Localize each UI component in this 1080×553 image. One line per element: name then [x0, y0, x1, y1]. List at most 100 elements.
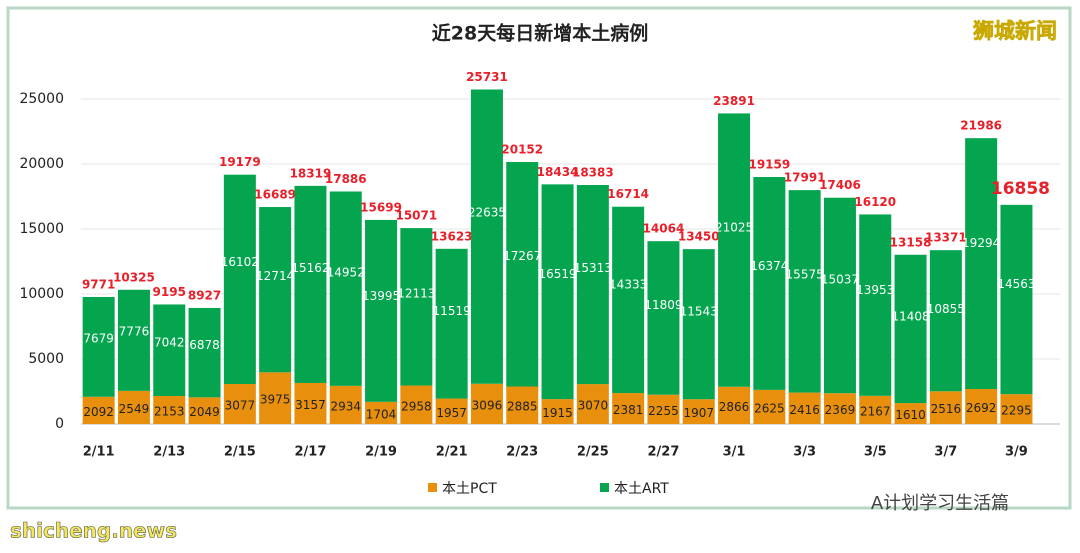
x-tick-label: 2/19 — [365, 445, 397, 460]
legend-swatch — [428, 483, 437, 492]
segment-label: 10855 — [927, 302, 965, 316]
x-tick-label: 2/11 — [83, 445, 115, 460]
bar-segment — [1000, 394, 1033, 424]
segment-label: 16374 — [750, 259, 788, 273]
total-label: 16858 — [991, 179, 1050, 199]
segment-label: 1704 — [366, 407, 397, 421]
total-label: 15071 — [395, 209, 437, 223]
bar-segment — [541, 184, 574, 400]
segment-label: 22635 — [468, 206, 506, 220]
bar-segment — [929, 250, 962, 392]
x-tick-label: 3/9 — [1005, 445, 1028, 460]
bar-segment — [894, 403, 927, 424]
bar-segment — [506, 386, 539, 424]
total-label: 18434 — [537, 165, 579, 179]
segment-label: 2934 — [330, 399, 361, 413]
segment-label: 2416 — [789, 403, 820, 417]
segment-label: 2381 — [613, 403, 644, 417]
x-tick-label: 3/1 — [723, 445, 746, 460]
segment-label: 13995 — [362, 289, 400, 303]
segment-label: 15162 — [291, 261, 329, 275]
segment-label: 2153 — [154, 405, 185, 419]
segment-label: 21025 — [715, 221, 753, 235]
bar-segment — [541, 399, 574, 424]
segment-label: 3096 — [472, 398, 503, 412]
bar-segment — [788, 392, 821, 424]
segment-label: 2167 — [860, 404, 891, 418]
x-tick-label: 2/13 — [153, 445, 185, 460]
legend-label: 本土ART — [614, 481, 669, 497]
total-label: 17991 — [784, 171, 826, 185]
total-label: 25731 — [466, 70, 508, 84]
segment-label: 13953 — [856, 283, 894, 297]
bar-segment — [365, 219, 398, 402]
total-label: 18319 — [290, 166, 332, 180]
segment-label: 2549 — [119, 402, 150, 416]
total-label: 8927 — [188, 288, 221, 302]
x-tick-label: 2/25 — [577, 445, 609, 460]
bar-segment — [823, 197, 856, 394]
segment-label: 15313 — [574, 261, 612, 275]
segment-label: 1957 — [436, 406, 467, 420]
segment-label: 2866 — [719, 400, 750, 414]
segment-label: 7042 — [154, 335, 185, 349]
bar-segment — [117, 390, 150, 424]
total-label: 16714 — [607, 187, 649, 201]
y-tick-label: 0 — [55, 416, 64, 432]
bar-segment — [682, 399, 715, 424]
x-tick-label: 3/3 — [793, 445, 816, 460]
bar-segment — [612, 393, 645, 424]
segment-label: 16519 — [538, 267, 576, 281]
bar-segment — [1000, 204, 1033, 395]
segment-label: 2295 — [1001, 404, 1032, 418]
segment-label: 11408 — [891, 310, 929, 324]
bar-segment — [788, 190, 821, 393]
bar-segment — [647, 241, 680, 395]
bar-segment — [329, 191, 362, 386]
bar-segment — [82, 396, 115, 424]
segment-label: 6878 — [189, 338, 220, 352]
total-label: 13623 — [431, 229, 473, 243]
segment-label: 2092 — [83, 405, 114, 419]
total-label: 16120 — [854, 195, 896, 209]
segment-label: 1915 — [542, 406, 573, 420]
bar-segment — [435, 248, 468, 399]
total-label: 13158 — [890, 235, 932, 249]
segment-label: 12714 — [256, 269, 294, 283]
segment-label: 16102 — [221, 255, 259, 269]
segment-label: 2692 — [966, 401, 997, 415]
bar-segment — [223, 174, 256, 384]
segment-label: 1610 — [895, 408, 926, 422]
segment-label: 2049 — [189, 405, 220, 419]
total-label: 13450 — [678, 230, 720, 244]
bar-segment — [753, 177, 786, 390]
bar-segment — [259, 207, 292, 373]
bar-segment — [823, 393, 856, 424]
x-tick-label: 3/5 — [864, 445, 887, 460]
bar-segment — [576, 185, 609, 385]
total-label: 10325 — [113, 270, 155, 284]
x-tick-label: 2/23 — [506, 445, 538, 460]
y-tick-label: 25000 — [19, 91, 64, 107]
total-label: 9195 — [153, 285, 186, 299]
legend-label: 本土PCT — [442, 481, 497, 497]
bar-segment — [153, 396, 186, 424]
segment-label: 12113 — [397, 287, 435, 301]
segment-label: 2958 — [401, 399, 432, 413]
bar-segment — [117, 289, 150, 391]
bar-segment — [470, 383, 503, 424]
total-label: 20152 — [501, 143, 543, 157]
total-label: 9771 — [82, 277, 115, 291]
bar-segment — [188, 397, 221, 424]
bar-segment — [682, 249, 715, 400]
bar-segment — [859, 214, 892, 396]
bar-segment — [612, 206, 645, 394]
watermark: 狮城新闻 — [973, 19, 1057, 43]
x-tick-label: 3/7 — [934, 445, 957, 460]
segment-label: 3157 — [295, 398, 326, 412]
segment-label: 17267 — [503, 249, 541, 263]
y-tick-label: 15000 — [19, 221, 64, 237]
legend-swatch — [600, 483, 609, 492]
bar-segment — [718, 113, 751, 387]
segment-label: 2885 — [507, 400, 538, 414]
